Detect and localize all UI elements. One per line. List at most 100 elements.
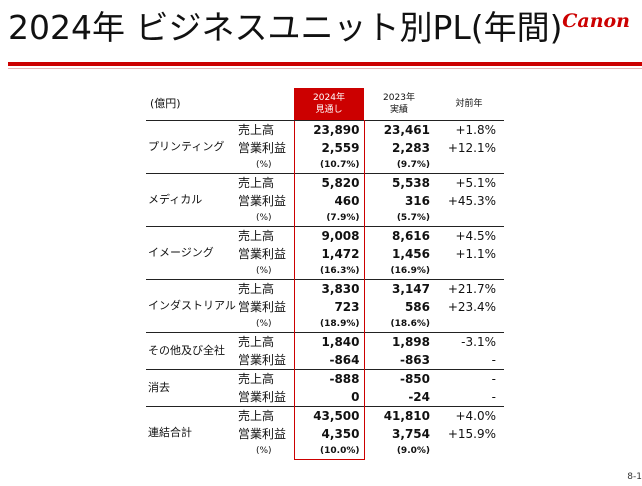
table-row: (%) (18.9%) (18.6%) — [146, 316, 504, 333]
value-yoy — [434, 210, 504, 227]
value-2023-actual: (5.7%) — [396, 213, 430, 223]
segment-name: メディカル — [146, 173, 236, 227]
value-2024-forecast: 1,840 — [293, 332, 365, 351]
value-2023-actual: 586 — [404, 300, 430, 314]
column-header-2024-type: 見通し — [315, 105, 343, 115]
canon-logo: Canon — [562, 10, 630, 32]
value-2024-forecast: (16.3%) — [293, 263, 365, 280]
page-title: 2024年 ビジネスユニット別PL(年間) — [8, 8, 563, 47]
column-header-2023-year: 2023年 — [383, 93, 415, 103]
segment-name: 消去 — [146, 369, 236, 407]
table-row: 営業利益 723 586 +23.4% — [146, 298, 504, 316]
value-2024-forecast: -888 — [293, 369, 365, 388]
table-row: 営業利益 4,350 3,754 +15.9% — [146, 425, 504, 443]
segment-name: イメージング — [146, 226, 236, 280]
row-item-label: 営業利益 — [238, 141, 287, 155]
row-item-label: 営業利益 — [238, 247, 287, 261]
value-2023-actual: -24 — [408, 390, 430, 404]
row-item-label: 営業利益 — [238, 353, 287, 367]
row-item-label: 営業利益 — [238, 427, 287, 441]
value-2024-forecast: 43,500 — [293, 406, 365, 425]
value-yoy: - — [491, 390, 496, 404]
table-row: 連結合計 売上高 43,500 41,810 +4.0% — [146, 406, 504, 460]
value-2023-actual: 5,538 — [364, 173, 434, 192]
value-2023-actual: -863 — [399, 353, 430, 367]
table-row: メディカル 売上高 5,820 5,538 +5.1% — [146, 173, 504, 227]
row-item-label: (%) — [255, 266, 272, 276]
value-2023-actual: (16.9%) — [390, 266, 430, 276]
value-2023-actual: 23,461 — [364, 120, 434, 139]
value-yoy: -3.1% — [434, 332, 504, 351]
row-item-label: (%) — [255, 446, 272, 457]
business-unit-pl-table: (億円) 2024年 見通し 2023年 実績 対前年 プリンティング 売上高 23… — [146, 88, 504, 460]
value-2023-actual: 8,616 — [364, 226, 434, 245]
value-2023-actual: (18.6%) — [390, 319, 430, 329]
value-2023-actual: (9.7%) — [396, 160, 430, 170]
value-2023-actual: 316 — [404, 194, 430, 208]
table-row: その他及び全社 売上高 1,840 1,898 -3.1% — [146, 332, 504, 370]
column-header-2024-forecast: 2024年 見通し — [294, 88, 364, 121]
row-item-label: 売上高 — [236, 279, 294, 298]
value-2023-actual: 1,456 — [392, 247, 430, 261]
value-yoy: +15.9% — [447, 427, 496, 441]
value-2024-forecast: -864 — [293, 351, 365, 370]
column-header-2023-type: 実績 — [389, 105, 408, 115]
title-divider-thin — [8, 68, 642, 69]
value-yoy: +23.4% — [447, 300, 496, 314]
row-item-label: 営業利益 — [238, 390, 287, 404]
value-2023-actual: 41,810 — [364, 406, 434, 425]
value-2023-actual: 1,898 — [364, 332, 434, 351]
value-2024-forecast: (10.7%) — [293, 157, 365, 174]
table-header-row: (億円) 2024年 見通し 2023年 実績 対前年 — [146, 88, 504, 121]
segment-name: インダストリアル — [146, 279, 236, 333]
value-2024-forecast: 9,008 — [293, 226, 365, 245]
value-2023-actual: 2,283 — [392, 141, 430, 155]
table-row: 営業利益 460 316 +45.3% — [146, 192, 504, 210]
table-row: 営業利益 -864 -863 - — [146, 351, 504, 370]
value-yoy: +4.0% — [434, 406, 504, 425]
table-row: (%) (16.3%) (16.9%) — [146, 263, 504, 280]
value-yoy: +1.1% — [455, 247, 496, 261]
value-2024-forecast: 0 — [293, 388, 365, 407]
value-yoy — [434, 263, 504, 280]
table-row: 営業利益 2,559 2,283 +12.1% — [146, 139, 504, 157]
table-row: 消去 売上高 -888 -850- — [146, 369, 504, 407]
page-number: 8-1 — [627, 472, 642, 482]
value-2024-forecast: 723 — [293, 298, 365, 316]
value-yoy: +5.1% — [434, 173, 504, 192]
row-item-label: 売上高 — [236, 369, 294, 388]
title-divider — [8, 62, 642, 66]
value-yoy: +12.1% — [447, 141, 496, 155]
value-2024-forecast: 4,350 — [293, 425, 365, 443]
segment-name: 連結合計 — [146, 406, 236, 460]
row-item-label: 売上高 — [236, 120, 294, 139]
row-item-label: 売上高 — [236, 226, 294, 245]
value-2024-forecast: 3,830 — [293, 279, 365, 298]
value-2024-forecast: 1,472 — [293, 245, 365, 263]
row-item-label: (%) — [255, 213, 272, 223]
row-item-label: 営業利益 — [238, 194, 287, 208]
value-yoy: +4.5% — [434, 226, 504, 245]
row-item-label: (%) — [255, 319, 272, 329]
table-row: イメージング 売上高 9,008 8,616 +4.5% — [146, 226, 504, 280]
row-item-label: 営業利益 — [238, 300, 287, 314]
table-row: 営業利益 1,472 1,456 +1.1% — [146, 245, 504, 263]
table-row: (%) (7.9%) (5.7%) — [146, 210, 504, 227]
value-yoy: +1.8% — [434, 120, 504, 139]
value-2024-forecast: 460 — [293, 192, 365, 210]
value-2024-forecast: 2,559 — [293, 139, 365, 157]
column-header-yoy: 対前年 — [455, 99, 483, 109]
table-row: インダストリアル 売上高 3,830 3,147 +21.7% — [146, 279, 504, 333]
row-item-label: 売上高 — [236, 332, 294, 351]
table-row: (%) (10.0%) (9.0%) — [146, 443, 504, 460]
row-item-label: (%) — [255, 160, 272, 170]
value-yoy — [434, 157, 504, 174]
value-2024-forecast: (10.0%) — [293, 443, 365, 460]
value-2024-forecast: 23,890 — [293, 120, 365, 139]
segment-name: その他及び全社 — [146, 332, 236, 370]
value-yoy: - — [491, 353, 496, 367]
segment-name: プリンティング — [146, 120, 236, 174]
table-body: プリンティング 売上高 23,890 23,461 +1.8% 営業利益 2,559 2,28… — [146, 120, 504, 460]
table-row: (%) (10.7%) (9.7%) — [146, 157, 504, 174]
value-yoy: +45.3% — [447, 194, 496, 208]
